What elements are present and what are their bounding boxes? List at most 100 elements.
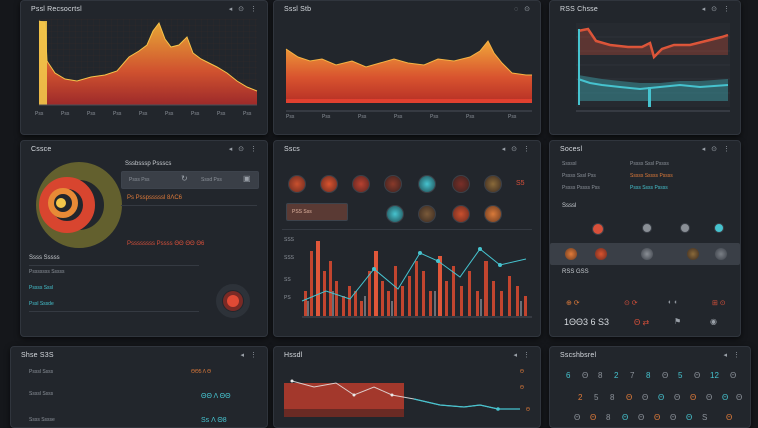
digit: 8 [598,371,603,380]
knob[interactable] [484,205,502,223]
knob[interactable] [352,175,370,193]
series-cyan [577,78,729,91]
toggle-icon[interactable]: ▣ [243,174,251,183]
status-dot[interactable] [714,223,724,233]
panel-title: RSS Chsse [560,6,598,13]
knob[interactable] [384,175,402,193]
knob[interactable] [564,247,578,261]
y-tick: PS [284,295,291,301]
field-row[interactable] [121,171,259,189]
y-tick: SS [284,277,291,283]
badge: Θ [526,407,530,413]
knob[interactable] [320,175,338,193]
x-tick: Pss [430,114,439,120]
x-tick: Pss [286,114,295,120]
badge: S5 [516,180,525,187]
panel-controls-form: Cssce ◂ ⊙ ⋮ Sssbsssp Pssscs Psss Pss ↻ S… [20,140,268,337]
list-row[interactable]: Psssssss Sssss [29,269,65,275]
panel-controls[interactable]: ◂ ⊙ ⋮ [501,146,532,153]
control-row[interactable]: ⊙ ⟳ [624,300,638,307]
list-row[interactable]: Ssssl Ssss [29,391,54,397]
subtitle: Sssbsssp Pssscs [125,161,172,167]
list-row[interactable]: Ssss Sssse [29,417,55,423]
digit: Θ [694,371,701,380]
value: Ss Λ Θ8 [201,417,227,424]
knob[interactable] [594,247,608,261]
panel-controls[interactable]: ◂ ⋮ [513,352,532,359]
play-icon[interactable]: ◉ [710,317,717,326]
donut-chart [36,162,122,248]
value: ΘΘ Λ ΘΘ [201,393,231,400]
highlight-row[interactable]: Psss Ssss Pssss [630,185,668,191]
digit: Θ [670,413,677,422]
digit: Θ [730,371,737,380]
refresh-icon[interactable]: ↻ [181,174,188,183]
knob[interactable] [640,247,654,261]
status-dot[interactable] [680,223,690,233]
flag-icon[interactable]: ⚑ [674,317,682,326]
digit: S [702,413,708,422]
table-row[interactable]: Pssss Pssss Pss [562,185,600,191]
knob[interactable] [714,247,728,261]
x-tick: Pss [243,111,252,117]
x-tick: Pss [139,111,148,117]
panel-controls[interactable]: ◂ ⋮ [240,352,259,359]
digit: Θ [582,371,589,380]
knob[interactable] [452,205,470,223]
tag-label: PSS Sss [292,209,312,215]
digit: 5 [594,393,599,402]
big-value: 1ΘΘ3 6 S3 [564,317,610,327]
list-row[interactable]: Psssl Ssss [29,369,54,375]
digit: Θ [662,371,669,380]
control-row[interactable]: ◐ ◐ [668,299,679,306]
x-tick: Pss [358,114,367,120]
panel-controls[interactable]: ◂ ⊙ ⋮ [228,146,259,153]
control-row[interactable]: ⊕ ⟳ [566,300,580,307]
badge: Θ [520,385,524,391]
value: ΘΘ5 Λ Θ [191,369,212,375]
x-tick: Pss [165,111,174,117]
panel-controls[interactable]: ◂ ⋮ [723,352,742,359]
panel-controls[interactable]: ◌ ⊙ [514,6,532,13]
panel-title: Sscshbsrel [560,352,597,359]
status-dot[interactable] [642,223,652,233]
knob[interactable] [386,205,404,223]
line-chart [576,23,730,112]
section-title: RSS GSS [562,269,589,275]
panel-title: Shse S3S [21,352,54,359]
digit: 5 [678,371,683,380]
status-dot[interactable] [592,223,604,235]
digit: Θ [736,393,743,402]
list-row[interactable]: Pssl Sssde [29,301,54,307]
badge: Θ [520,369,524,375]
panel-trend: Hssdl ◂ ⋮ Θ Θ Θ [273,346,541,428]
panel-title: Cssce [31,146,52,153]
table-row[interactable]: Pssss Sssl Pssss [630,161,669,167]
digit: Θ [590,413,597,422]
divider [121,205,257,206]
digit: 2 [578,393,583,402]
knob[interactable] [484,175,502,193]
panel-controls[interactable]: ◂ ⊙ ⋮ [701,146,732,153]
highlight-row[interactable]: Sssss Sssss Pssss [630,173,673,179]
y-tick: SSS [284,255,295,261]
panel-controls[interactable]: ◂ ⊙ ⋮ [228,6,259,13]
knob[interactable] [418,175,436,193]
panel-digit-grid: Sscshbsrel ◂ ⋮ 6 Θ 8 2 7 8 Θ 5 Θ 12 Θ 2 … [549,346,751,428]
panel-status: Socesl ◂ ⊙ ⋮ Sssssl Pssss Sssl Pssss Pss… [549,140,741,337]
panel-title: Hssdl [284,352,303,359]
x-tick: Pss [191,111,200,117]
tag-button[interactable] [286,203,348,221]
panel-controls[interactable]: ◂ ⊙ ⋮ [701,6,732,13]
status-indicator: Θ ⇄ [634,318,650,327]
control-row[interactable]: ⊞ ⊙ [712,300,726,307]
table-header: Sssssl [562,161,577,167]
knob[interactable] [288,175,306,193]
knob[interactable] [452,175,470,193]
knob[interactable] [686,247,700,261]
x-tick: Pss [394,114,403,120]
field-1: Psss Pss [129,177,150,183]
knob[interactable] [418,205,436,223]
list-row[interactable]: Pssss Sssl [29,285,54,291]
table-row[interactable]: Pssss Sssl Pss [562,173,596,179]
